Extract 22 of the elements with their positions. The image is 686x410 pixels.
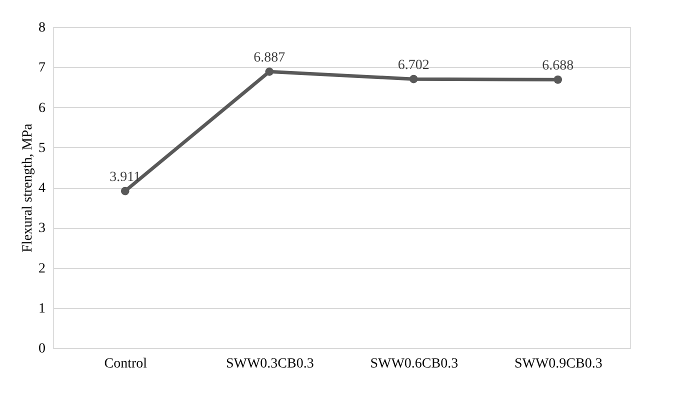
y-axis-title: Flexural strength, MPa — [20, 122, 36, 252]
data-label: 3.911 — [110, 170, 141, 186]
point — [120, 186, 130, 196]
y-tick-label: 1 — [38, 301, 46, 316]
y-tick-label: 4 — [38, 181, 46, 196]
y-tick-label: 6 — [38, 100, 46, 116]
x-tick-label: Control — [104, 356, 148, 372]
y-tick-label: 5 — [38, 140, 46, 156]
y-tick-label: 2 — [38, 261, 46, 276]
point — [554, 75, 562, 84]
point — [265, 67, 274, 76]
y-tick-label: 8 — [38, 20, 46, 36]
x-tick-label: SWW0.6CB0.3 — [370, 356, 458, 372]
data-label: 6.688 — [542, 58, 574, 74]
point — [409, 74, 418, 84]
data-label: 6.887 — [254, 50, 286, 66]
y-tick-label: 0 — [38, 342, 46, 356]
x-tick-label: SWW0.9CB0.3 — [514, 356, 602, 372]
y-tick-label: 7 — [38, 60, 46, 76]
y-tick-label: 3 — [38, 221, 46, 236]
x-tick-label: SWW0.3CB0.3 — [226, 356, 314, 372]
data-label: 6.702 — [398, 58, 430, 74]
